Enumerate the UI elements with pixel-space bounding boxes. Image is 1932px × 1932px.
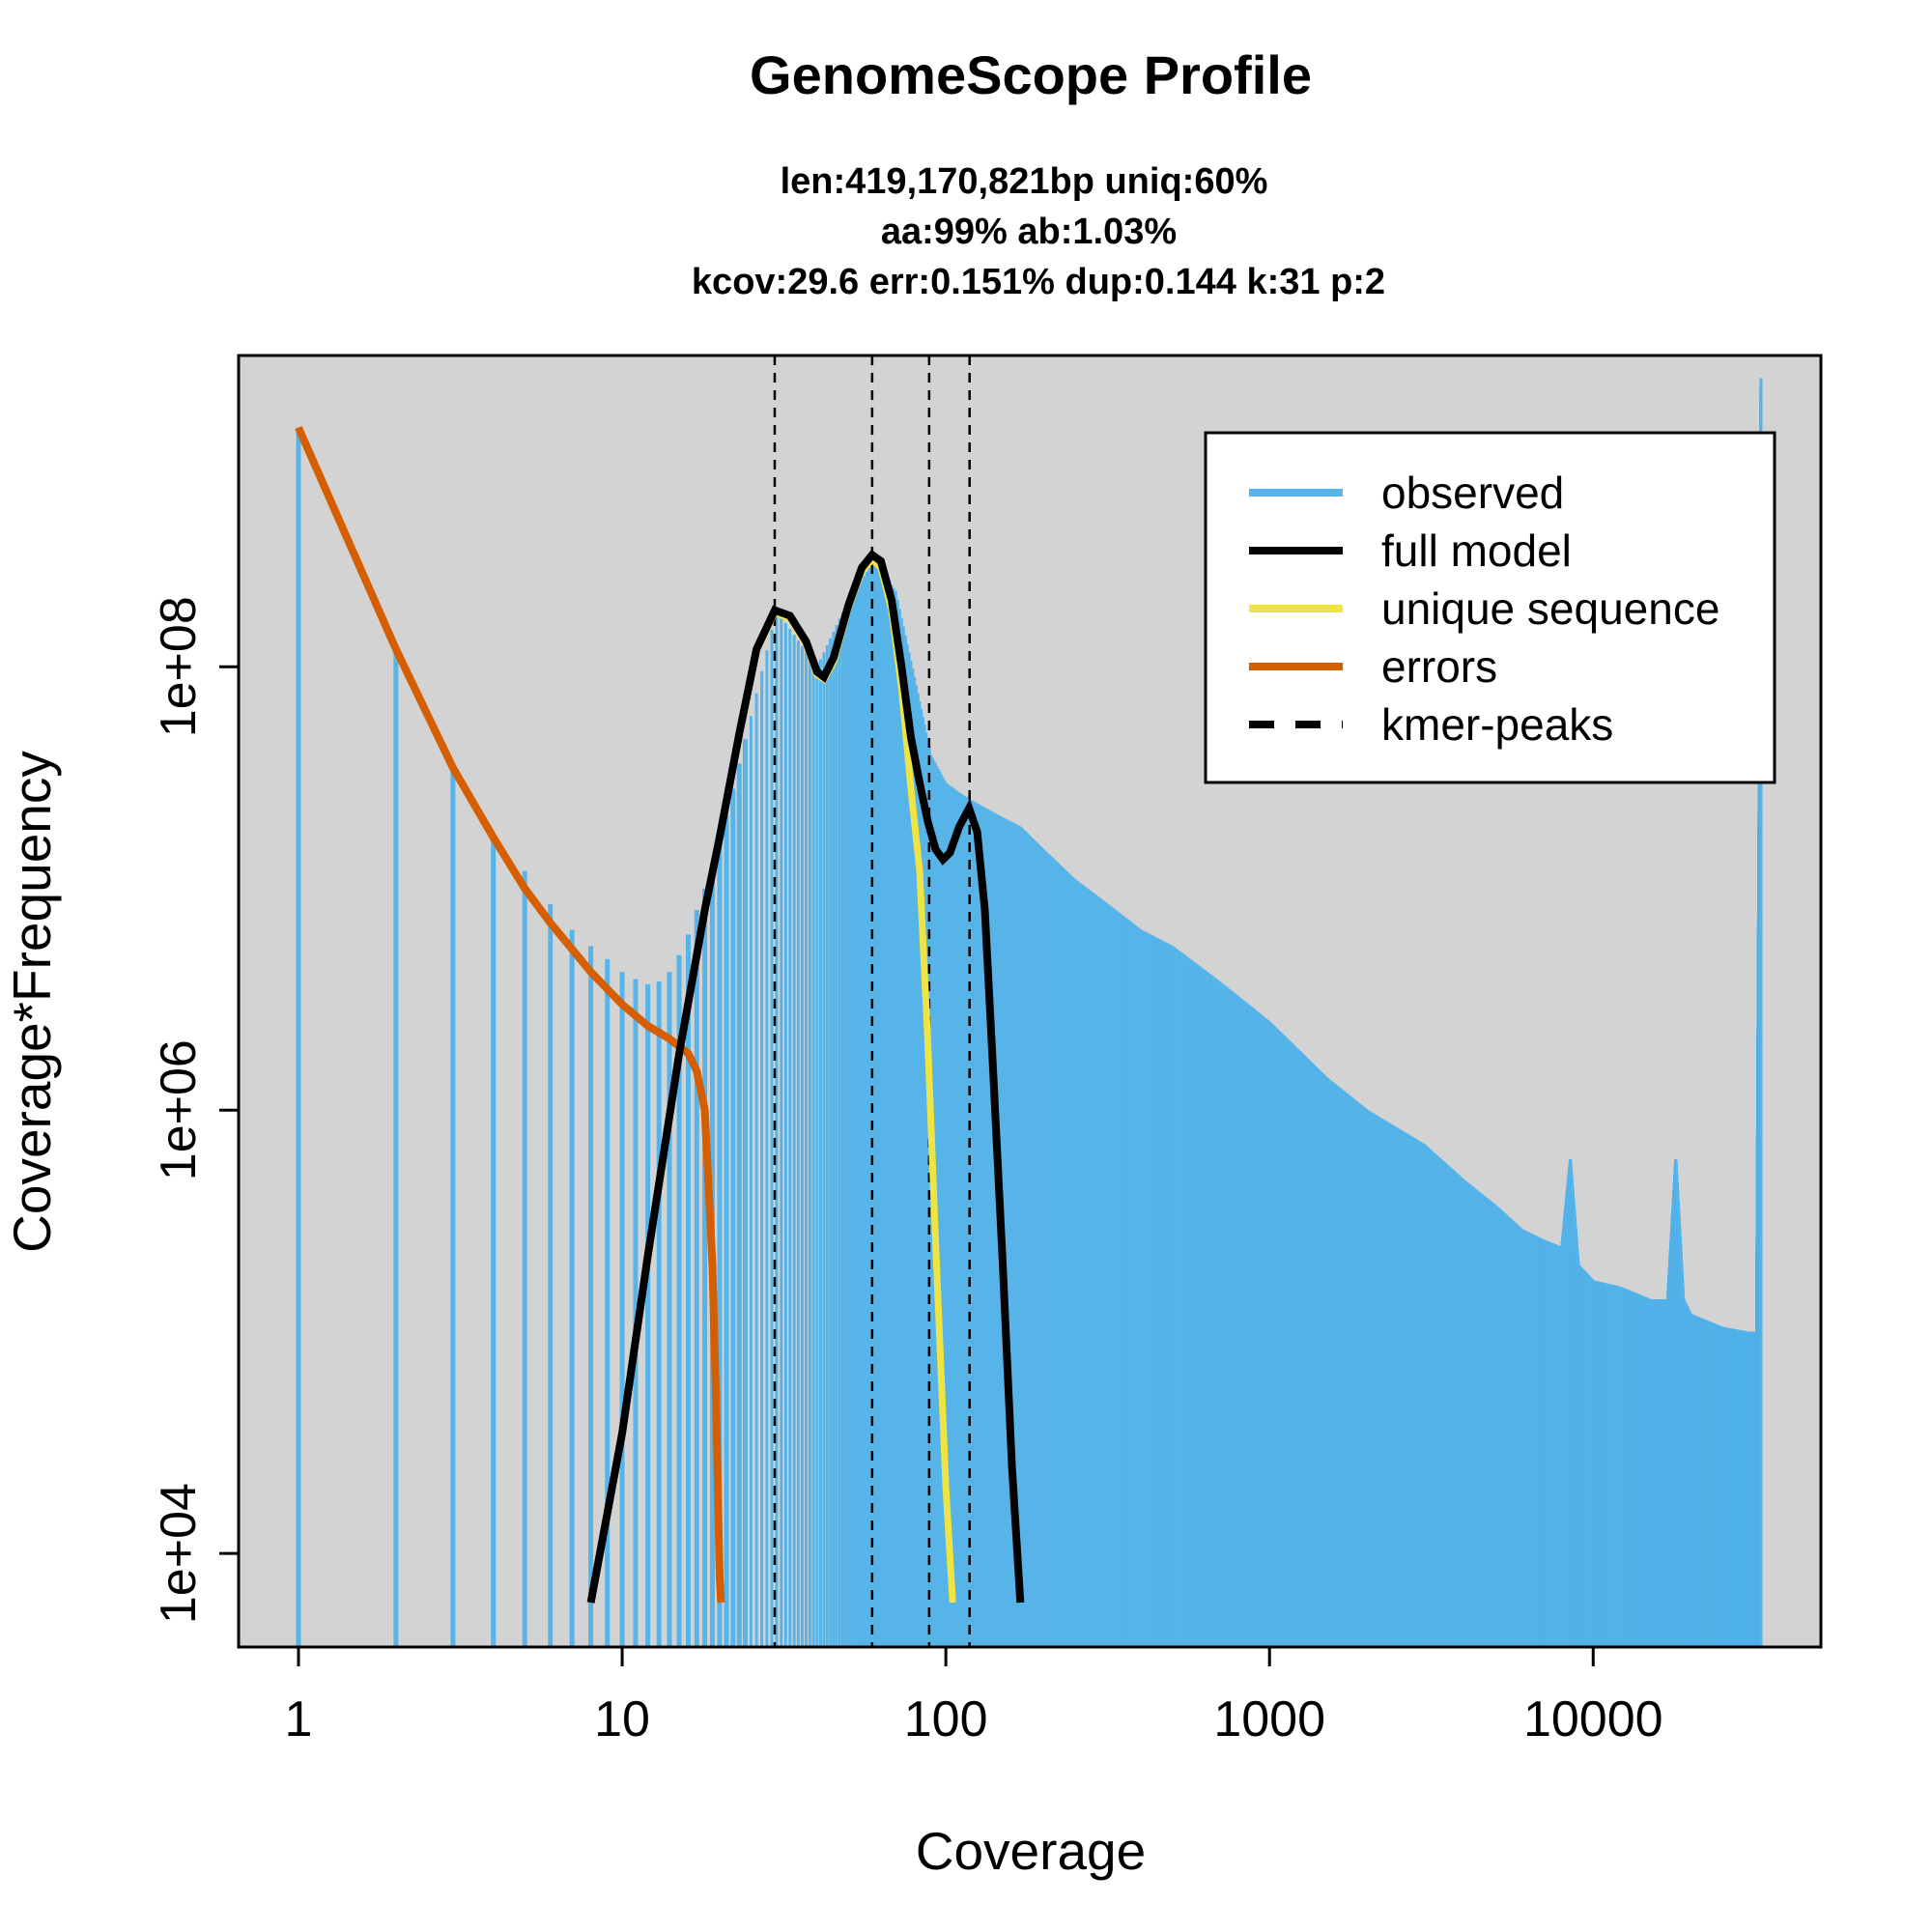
chart-title: GenomeScope Profile xyxy=(750,44,1312,105)
chart-subtitle-line-2: aa:99% ab:1.03% xyxy=(881,212,1177,252)
observed-series xyxy=(296,378,1763,1647)
chart-subtitle-line-1: len:419,170,821bp uniq:60% xyxy=(781,161,1268,202)
chart-subtitle-line-3: kcov:29.6 err:0.151% dup:0.144 k:31 p:2 xyxy=(692,262,1385,302)
